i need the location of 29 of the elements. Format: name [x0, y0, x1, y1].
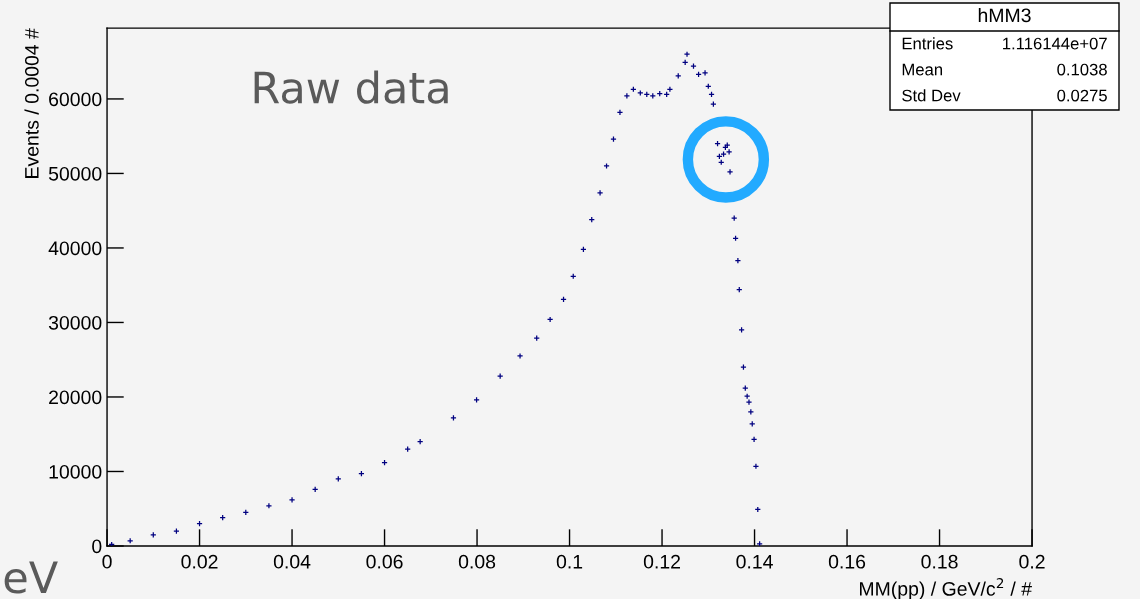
x-tick-label: 0	[102, 554, 112, 569]
text: 0.0275	[1057, 89, 1107, 102]
text: 0.1038	[1057, 63, 1107, 76]
text: hMM3	[978, 7, 1031, 23]
y-tick-label: 40000	[48, 241, 102, 256]
x-tick-label: 0.18	[921, 554, 958, 569]
x-tick-label: 0.14	[736, 554, 773, 569]
x-tick-label: 0.02	[181, 554, 218, 569]
annotation: Raw data	[254, 70, 448, 104]
y-tick-label: 20000	[49, 390, 102, 405]
annotation: Entries	[902, 37, 953, 50]
y-tick-label: 30000	[48, 315, 102, 330]
x-tick-label: 0.08	[458, 554, 496, 569]
x-tick-label: 0.2	[1019, 554, 1045, 569]
annotation: Mean	[902, 63, 943, 76]
y-tick-label: 10000	[49, 464, 102, 479]
annotation: Std Dev	[902, 89, 961, 102]
x-axis-title: MM(pp) / GeV/c$^{2}$ / #	[860, 578, 1032, 599]
y-tick-label: 60000	[49, 92, 102, 107]
x-tick-label: 0.04	[273, 554, 311, 569]
x-tick-label: 0.1	[556, 554, 583, 569]
y-axis-title: Events / 0.0004 #	[24, 28, 39, 178]
y-tick-label: 50000	[48, 166, 102, 181]
x-tick-label: 0.16	[828, 554, 866, 569]
x-tick-label: 0.06	[366, 554, 403, 569]
y-tick-label: 0	[92, 539, 102, 554]
annotation: 1.116144e+07	[1003, 37, 1107, 50]
x-tick-label: 0.12	[643, 554, 680, 569]
text: eV	[4, 561, 58, 594]
